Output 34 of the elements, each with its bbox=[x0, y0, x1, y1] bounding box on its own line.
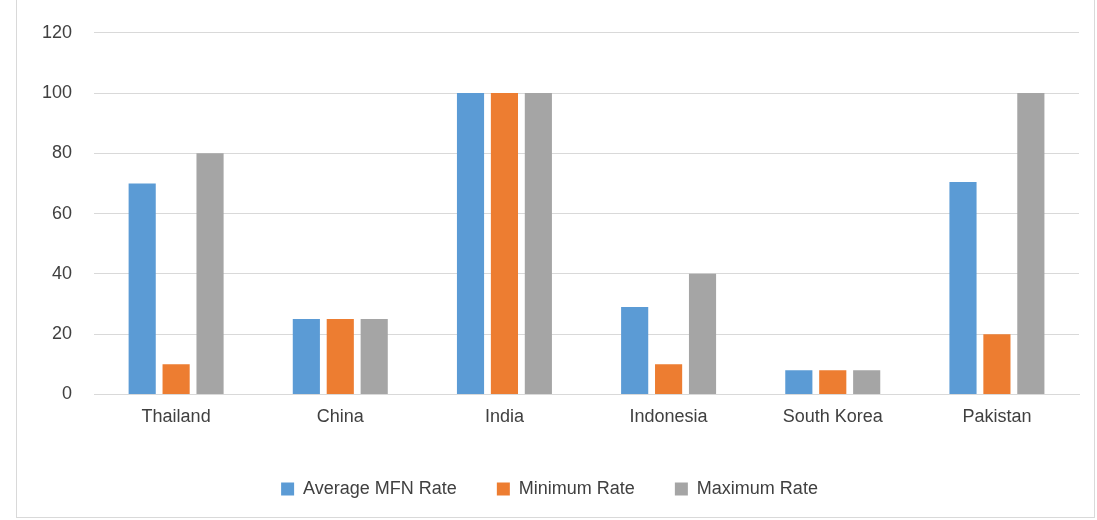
bar bbox=[456, 93, 485, 394]
x-tick-label: Pakistan bbox=[962, 406, 1032, 427]
bar bbox=[128, 183, 156, 394]
bar bbox=[162, 364, 190, 394]
bar bbox=[983, 334, 1011, 394]
bar bbox=[490, 93, 519, 394]
y-tick-label: 80 bbox=[52, 142, 73, 163]
bar bbox=[853, 370, 881, 394]
y-tick-label: 0 bbox=[62, 383, 73, 404]
bar bbox=[949, 181, 977, 394]
bar bbox=[655, 364, 683, 394]
x-tick-label: Thailand bbox=[141, 406, 211, 427]
x-tick-label: India bbox=[484, 406, 525, 427]
y-tick-label: 120 bbox=[41, 21, 73, 42]
y-tick-label: 100 bbox=[41, 82, 73, 103]
x-tick-label: South Korea bbox=[782, 406, 884, 427]
bar bbox=[621, 307, 649, 394]
bar bbox=[688, 273, 717, 394]
bar bbox=[524, 93, 552, 394]
legend-label: Maximum Rate bbox=[696, 477, 818, 498]
bar bbox=[196, 153, 224, 394]
y-tick-label: 20 bbox=[52, 323, 73, 344]
bar bbox=[360, 319, 388, 394]
legend-label: Minimum Rate bbox=[518, 477, 635, 498]
bar bbox=[292, 319, 320, 394]
y-tick-label: 60 bbox=[52, 202, 73, 223]
bar bbox=[819, 370, 847, 394]
x-tick-label: Indonesia bbox=[629, 406, 709, 427]
y-tick-label: 40 bbox=[52, 262, 73, 283]
bar bbox=[326, 319, 354, 394]
x-tick-label: China bbox=[316, 406, 365, 427]
legend-label: Average MFN Rate bbox=[303, 477, 457, 498]
bar bbox=[1017, 93, 1045, 394]
bar bbox=[785, 370, 813, 394]
